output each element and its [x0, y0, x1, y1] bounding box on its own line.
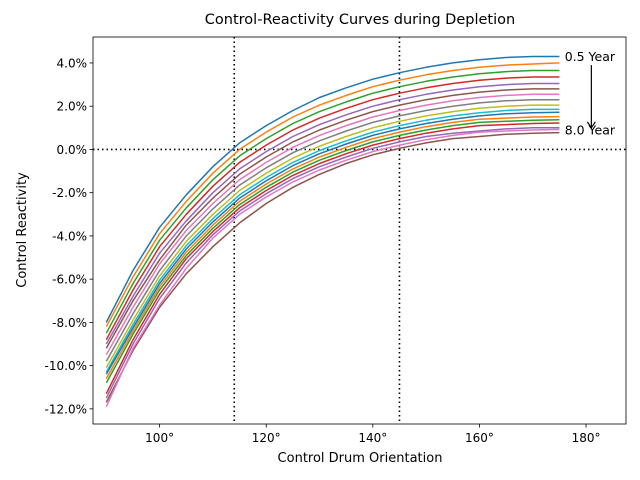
x-tick-label-1: 120°	[252, 431, 281, 445]
series-line-11	[105, 115, 560, 379]
series-line-9	[105, 108, 560, 373]
y-tick-label-7: 2.0%	[57, 100, 88, 114]
chart-title: Control-Reactivity Curves during Depleti…	[205, 12, 515, 28]
y-axis-label: Control Reactivity	[15, 172, 30, 288]
series-line-10	[105, 111, 560, 375]
series-line-3	[105, 76, 560, 341]
series-line-6	[105, 93, 560, 356]
y-tick-label-0: -12.0%	[45, 402, 87, 416]
y-tick-label-6: 0.0%	[57, 143, 88, 157]
x-tick-label-4: 180°	[572, 431, 601, 445]
series-line-7	[105, 98, 560, 362]
series-line-8	[105, 104, 560, 369]
y-tick-label-5: -2.0%	[52, 186, 87, 200]
series-line-4	[105, 82, 560, 345]
x-tick-label-0: 100°	[145, 431, 174, 445]
series-line-1	[105, 62, 560, 328]
annotation-layer: 0.5 Year 8.0 Year	[565, 49, 616, 138]
series-line-14	[105, 127, 560, 399]
x-axis: 100° 120° 140° 160° 180°	[145, 424, 600, 445]
series-line-15	[105, 131, 560, 403]
x-tick-label-3: 160°	[465, 431, 494, 445]
series-line-5	[105, 88, 560, 349]
series-line-13	[105, 122, 560, 395]
x-axis-label: Control Drum Orientation	[278, 451, 443, 466]
series-line-0	[105, 55, 560, 323]
plot-frame	[92, 36, 627, 425]
y-tick-label-1: -10.0%	[45, 359, 87, 373]
y-tick-label-8: 4.0%	[57, 56, 88, 70]
y-axis: -12.0% -10.0% -8.0% -6.0% -4.0% -2.0% 0.0% 2.0%…	[45, 56, 93, 416]
series-line-16	[105, 128, 560, 408]
annotation-arrow-head	[586, 121, 596, 129]
series-layer	[105, 55, 560, 408]
y-tick-label-4: -4.0%	[52, 229, 87, 243]
annotation-label-0: 0.5 Year	[565, 49, 616, 64]
series-line-2	[105, 69, 560, 334]
annotation-label-1: 8.0 Year	[565, 122, 616, 137]
y-tick-label-2: -8.0%	[52, 316, 87, 330]
y-tick-label-3: -6.0%	[52, 273, 87, 287]
x-tick-label-2: 140°	[358, 431, 387, 445]
series-line-12	[105, 119, 560, 384]
